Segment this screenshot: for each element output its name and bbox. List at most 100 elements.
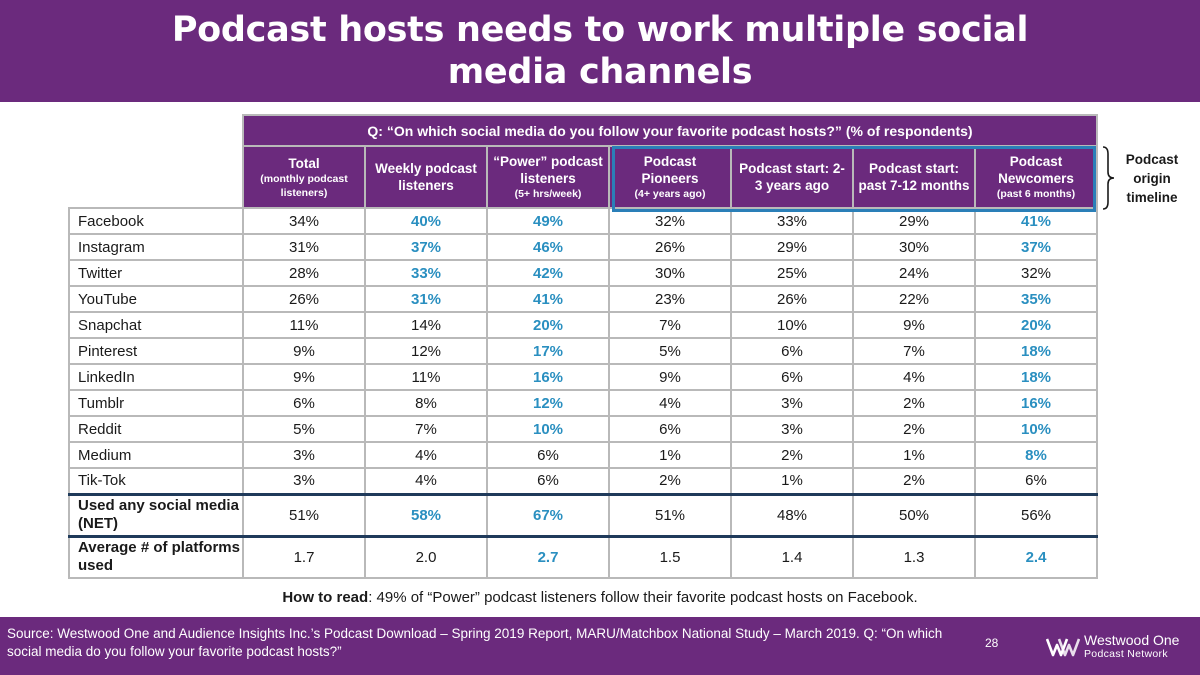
table-cell: 11%: [364, 363, 488, 391]
row-label: Average # of platforms used: [68, 534, 244, 579]
table-cell: 6%: [486, 467, 610, 495]
table-cell: 33%: [364, 259, 488, 287]
column-header-sub: (5+ hrs/week): [514, 188, 582, 200]
table-cell: 9%: [242, 363, 366, 391]
corner-blank: [69, 146, 243, 208]
table-row: Facebook 34% 40% 49% 32% 33% 29% 41%: [68, 207, 1099, 235]
table-cell: 40%: [364, 207, 488, 235]
table-cell: 58%: [364, 492, 488, 537]
table-cell: 10%: [973, 415, 1099, 443]
table-cell: 34%: [242, 207, 366, 235]
column-header-label: Podcast start: 2-3 years ago: [739, 161, 845, 193]
table-cell: 22%: [852, 285, 976, 313]
table-cell: 2%: [730, 441, 854, 469]
row-label: YouTube: [68, 285, 244, 313]
table-cell: 26%: [242, 285, 366, 313]
table-cell: 37%: [364, 233, 488, 261]
table-cell: 18%: [973, 337, 1099, 365]
table-cell: 37%: [973, 233, 1099, 261]
table-cell: 20%: [973, 311, 1099, 339]
table-cell: 9%: [608, 363, 732, 391]
table-cell: 41%: [973, 207, 1099, 235]
curly-brace-icon: [1102, 146, 1115, 210]
table-cell: 7%: [364, 415, 488, 443]
table-cell: 5%: [608, 337, 732, 365]
table-row: Snapchat 11% 14% 20% 7% 10% 9% 20%: [68, 311, 1099, 339]
table-row: YouTube 26% 31% 41% 23% 26% 22% 35%: [68, 285, 1099, 313]
column-header-label: Weekly podcast listeners: [375, 161, 477, 193]
column-header-sub: (monthly podcast listeners): [260, 172, 348, 199]
table-cell: 1.3: [852, 534, 976, 579]
table-cell: 50%: [852, 492, 976, 537]
table-cell: 51%: [608, 492, 732, 537]
column-header: Podcast start: 2-3 years ago: [730, 145, 854, 209]
table-cell: 7%: [608, 311, 732, 339]
table-cell: 4%: [364, 441, 488, 469]
logo-line-2: Podcast Network: [1084, 648, 1168, 660]
column-header-sub: (4+ years ago): [634, 188, 706, 200]
table-cell: 3%: [242, 441, 366, 469]
table-cell: 1%: [608, 441, 732, 469]
table-row: Tumblr 6% 8% 12% 4% 3% 2% 16%: [68, 389, 1099, 417]
column-header: Podcast start: past 7-12 months: [852, 145, 976, 209]
table-cell: 33%: [730, 207, 854, 235]
table-cell: 6%: [730, 363, 854, 391]
table-cell: 1.4: [730, 534, 854, 579]
source-note: Source: Westwood One and Audience Insigh…: [7, 626, 943, 659]
table-cell: 2.4: [973, 534, 1099, 579]
logo-mark-icon: [1046, 638, 1080, 657]
table-cell: 4%: [608, 389, 732, 417]
table-cell: 3%: [730, 389, 854, 417]
table-cell: 1.5: [608, 534, 732, 579]
logo-line-1: Westwood One: [1084, 632, 1180, 648]
table-cell: 18%: [973, 363, 1099, 391]
row-label: LinkedIn: [68, 363, 244, 391]
table-cell: 32%: [608, 207, 732, 235]
table-cell: 12%: [486, 389, 610, 417]
table-cell: 32%: [973, 259, 1099, 287]
row-label: Medium: [68, 441, 244, 469]
table-cell: 6%: [730, 337, 854, 365]
table-row: Twitter 28% 33% 42% 30% 25% 24% 32%: [68, 259, 1099, 287]
row-label: Used any social media (NET): [68, 492, 244, 537]
table-cell: 31%: [364, 285, 488, 313]
row-label: Tumblr: [68, 389, 244, 417]
table-cell: 7%: [852, 337, 976, 365]
table-row: Average # of platforms used 1.7 2.0 2.7 1.5 1…: [68, 534, 1099, 579]
table-row: Used any social media (NET) 51% 58% 67% 51% 4…: [68, 492, 1099, 537]
table-cell: 2.7: [486, 534, 610, 579]
table-row: Reddit 5% 7% 10% 6% 3% 2% 10%: [68, 415, 1099, 443]
table-cell: 6%: [486, 441, 610, 469]
row-label: Twitter: [68, 259, 244, 287]
table-cell: 56%: [973, 492, 1099, 537]
row-label: Reddit: [68, 415, 244, 443]
table-row: Tik-Tok 3% 4% 6% 2% 1% 2% 6%: [68, 467, 1099, 495]
table-cell: 5%: [242, 415, 366, 443]
column-header: “Power” podcast listeners (5+ hrs/week): [486, 145, 610, 209]
table-cell: 2%: [852, 467, 976, 495]
table-cell: 1%: [730, 467, 854, 495]
table-cell: 49%: [486, 207, 610, 235]
table-cell: 26%: [608, 233, 732, 261]
table-cell: 29%: [730, 233, 854, 261]
column-header: Podcast Pioneers (4+ years ago): [608, 145, 732, 209]
table-cell: 3%: [242, 467, 366, 495]
corner-blank: [69, 115, 243, 146]
table-cell: 9%: [242, 337, 366, 365]
column-header-label: Podcast start: past 7-12 months: [858, 161, 970, 193]
column-header-label: Podcast Newcomers: [998, 154, 1074, 186]
table-cell: 14%: [364, 311, 488, 339]
row-label: Pinterest: [68, 337, 244, 365]
table-cell: 23%: [608, 285, 732, 313]
column-header-sub: (past 6 months): [996, 188, 1076, 200]
table-cell: 9%: [852, 311, 976, 339]
origin-timeline-label: Podcast origin timeline: [1125, 152, 1179, 205]
table-cell: 28%: [242, 259, 366, 287]
how-to-read-text: : 49% of “Power” podcast listeners follo…: [368, 589, 918, 606]
table-row: LinkedIn 9% 11% 16% 9% 6% 4% 18%: [68, 363, 1099, 391]
table-cell: 2%: [852, 389, 976, 417]
table-row: Medium 3% 4% 6% 1% 2% 1% 8%: [68, 441, 1099, 469]
table-cell: 30%: [608, 259, 732, 287]
column-header: Weekly podcast listeners: [364, 145, 488, 209]
table-cell: 11%: [242, 311, 366, 339]
